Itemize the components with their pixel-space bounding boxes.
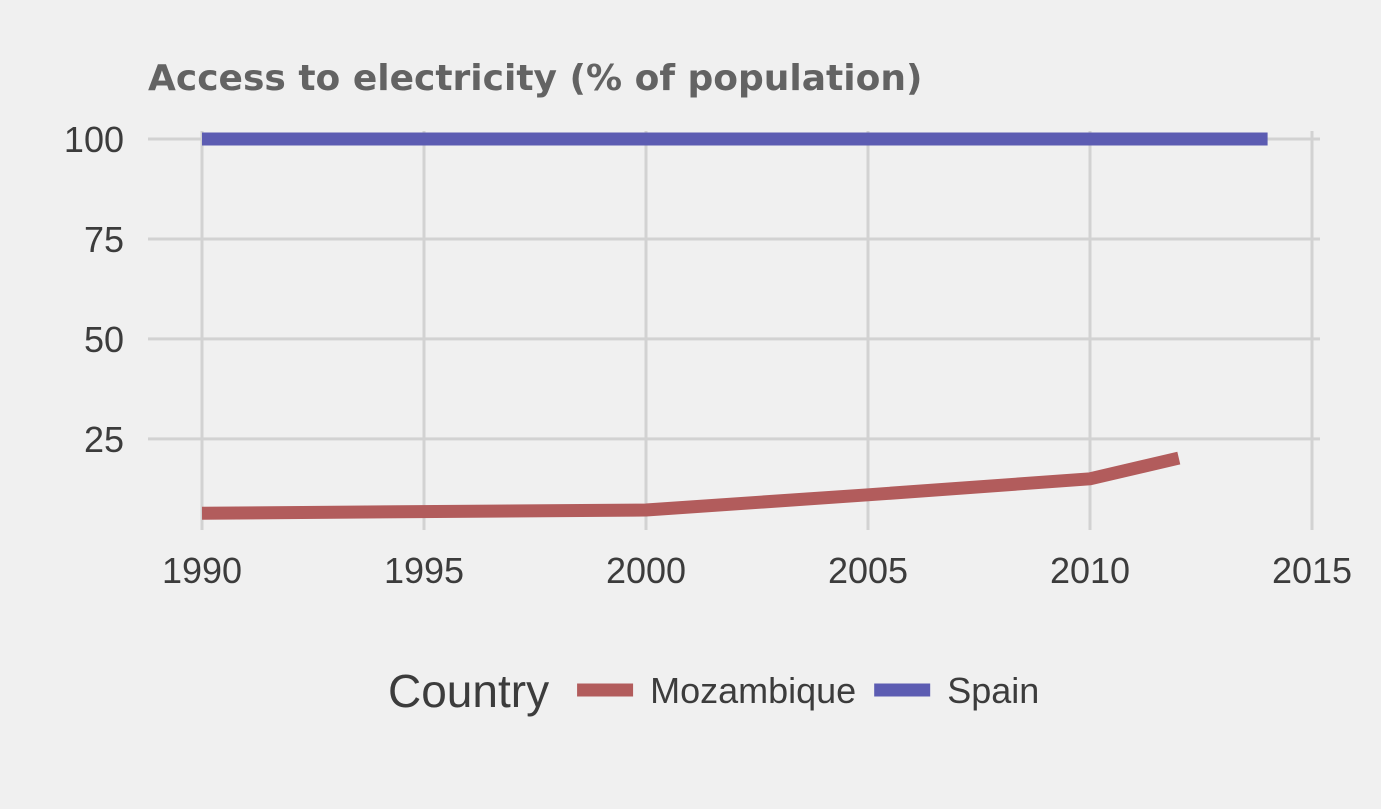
x-tick-label: 1995	[384, 550, 464, 591]
legend: Country Mozambique Spain	[388, 665, 1039, 717]
x-tick-label: 2010	[1050, 550, 1130, 591]
y-axis: 25 50 75 100	[64, 119, 124, 460]
x-axis: 1990 1995 2000 2005 2010 2015	[162, 550, 1352, 591]
y-tick-label: 75	[84, 219, 124, 260]
y-tick-label: 25	[84, 419, 124, 460]
x-tick-label: 2005	[828, 550, 908, 591]
x-tick-label: 1990	[162, 550, 242, 591]
y-tick-label: 100	[64, 119, 124, 160]
legend-label-spain: Spain	[947, 670, 1039, 711]
y-tick-label: 50	[84, 319, 124, 360]
series-lines	[201, 132, 1268, 520]
x-tick-label: 2000	[606, 550, 686, 591]
series-line-mozambique	[201, 451, 1181, 520]
legend-label-mozambique: Mozambique	[650, 670, 856, 711]
x-tick-label: 2015	[1272, 550, 1352, 591]
chart-title: Access to electricity (% of population)	[148, 58, 922, 99]
legend-title: Country	[388, 665, 549, 717]
